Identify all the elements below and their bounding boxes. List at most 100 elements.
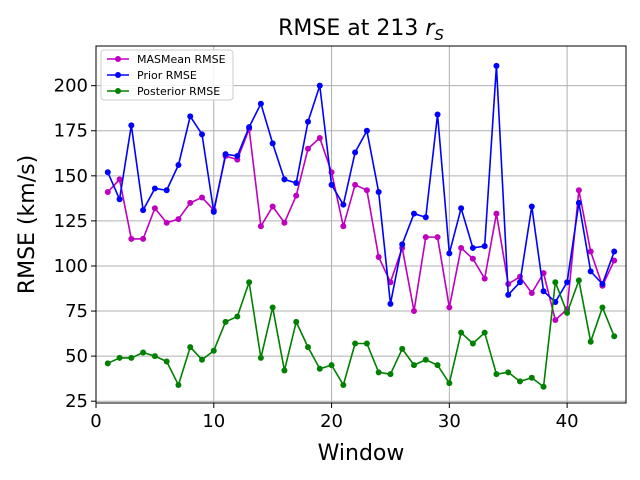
data-point-prior-rmse [104,169,111,176]
data-point-prior-rmse [540,288,547,295]
data-point-posterior-rmse [469,340,476,347]
data-point-masmean-rmse [281,219,288,226]
legend-box [100,49,234,101]
data-point-masmean-rmse [587,248,594,255]
data-point-posterior-rmse [246,279,253,286]
data-point-prior-rmse [175,162,182,168]
data-point-masmean-rmse [187,199,194,206]
data-point-masmean-rmse [375,253,382,260]
data-point-prior-rmse [246,124,253,131]
y-tick-label: 100 [54,256,88,277]
data-point-posterior-rmse [517,378,523,385]
series-line-prior-rmse [107,65,615,305]
data-point-posterior-rmse [599,304,606,311]
data-point-prior-rmse [352,149,359,156]
data-point-posterior-rmse [505,369,512,376]
data-point-posterior-rmse [210,347,217,354]
data-point-masmean-rmse [269,203,276,210]
data-point-prior-rmse [411,210,417,217]
data-point-prior-rmse [469,244,476,251]
data-point-masmean-rmse [163,219,170,226]
data-point-prior-rmse [575,199,582,206]
data-point-posterior-rmse [363,340,370,347]
data-point-posterior-rmse [399,345,406,352]
data-point-prior-rmse [387,300,394,307]
data-point-masmean-rmse [140,235,147,242]
series-layer [104,62,618,390]
data-point-posterior-rmse [128,354,135,361]
data-point-posterior-rmse [434,362,441,369]
legend-label-masmean-rmse: MASMean RMSE [137,53,226,66]
data-point-masmean-rmse [481,275,488,282]
grid [95,46,626,403]
data-point-masmean-rmse [293,192,300,199]
series-prior-rmse [104,62,618,307]
data-point-posterior-rmse [104,360,111,367]
data-point-masmean-rmse [128,235,135,242]
data-point-posterior-rmse [422,356,429,363]
data-point-prior-rmse [587,268,594,275]
data-point-prior-rmse [611,248,618,255]
data-point-prior-rmse [481,243,488,250]
data-point-prior-rmse [222,151,229,158]
data-point-prior-rmse [375,189,382,196]
series-line-masmean-rmse [107,128,615,321]
data-point-posterior-rmse [481,329,488,336]
data-point-posterior-rmse [340,381,347,388]
legend: MASMean RMSE Prior RMSE Posterior RMSE [100,49,234,101]
data-point-masmean-rmse [469,255,476,262]
data-point-posterior-rmse [151,353,158,360]
data-point-posterior-rmse [316,365,323,372]
data-point-posterior-rmse [528,374,535,381]
data-point-masmean-rmse [305,145,311,152]
data-point-prior-rmse [210,208,217,215]
x-axis-label: Window [318,441,405,466]
data-point-posterior-rmse [446,380,453,387]
y-tick-label: 200 [54,76,88,97]
data-point-prior-rmse [363,127,370,134]
data-point-masmean-rmse [434,234,441,241]
data-point-posterior-rmse [552,279,559,286]
y-tick-label: 150 [54,166,88,187]
data-point-prior-rmse [399,241,406,248]
data-point-masmean-rmse [104,189,111,196]
y-tick-label: 75 [65,301,88,322]
y-tick-label: 25 [65,391,88,412]
data-point-prior-rmse [328,181,335,188]
data-point-posterior-rmse [187,344,194,351]
data-point-prior-rmse [140,207,147,214]
data-point-masmean-rmse [575,187,582,194]
data-point-masmean-rmse [116,176,123,183]
data-point-prior-rmse [128,122,135,129]
data-point-masmean-rmse [446,304,453,311]
data-point-prior-rmse [281,176,288,183]
y-tick-label: 175 [54,121,88,142]
data-point-prior-rmse [446,250,453,257]
data-point-posterior-rmse [611,333,618,340]
data-point-masmean-rmse [411,308,417,315]
y-tick-label: 125 [54,211,88,232]
data-point-masmean-rmse [458,244,465,251]
data-point-prior-rmse [163,187,170,194]
chart-title: RMSE at 213 rS [278,16,444,44]
data-point-posterior-rmse [375,369,382,376]
data-point-posterior-rmse [493,371,500,378]
data-point-posterior-rmse [387,371,394,378]
data-point-prior-rmse [234,152,241,159]
y-axis-label: RMSE (km/s) [15,155,40,294]
data-point-prior-rmse [517,279,523,286]
x-tick-label: 0 [90,411,101,432]
data-point-prior-rmse [528,203,535,210]
data-point-masmean-rmse [363,187,370,194]
data-point-posterior-rmse [575,277,582,284]
data-point-prior-rmse [458,205,465,212]
data-point-prior-rmse [151,185,158,192]
data-point-posterior-rmse [540,383,547,390]
data-point-prior-rmse [199,131,205,138]
y-tick-label: 50 [65,346,88,367]
data-point-posterior-rmse [222,318,229,325]
data-point-masmean-rmse [257,223,264,230]
data-point-prior-rmse [493,62,500,69]
legend-label-prior-rmse: Prior RMSE [137,69,197,82]
